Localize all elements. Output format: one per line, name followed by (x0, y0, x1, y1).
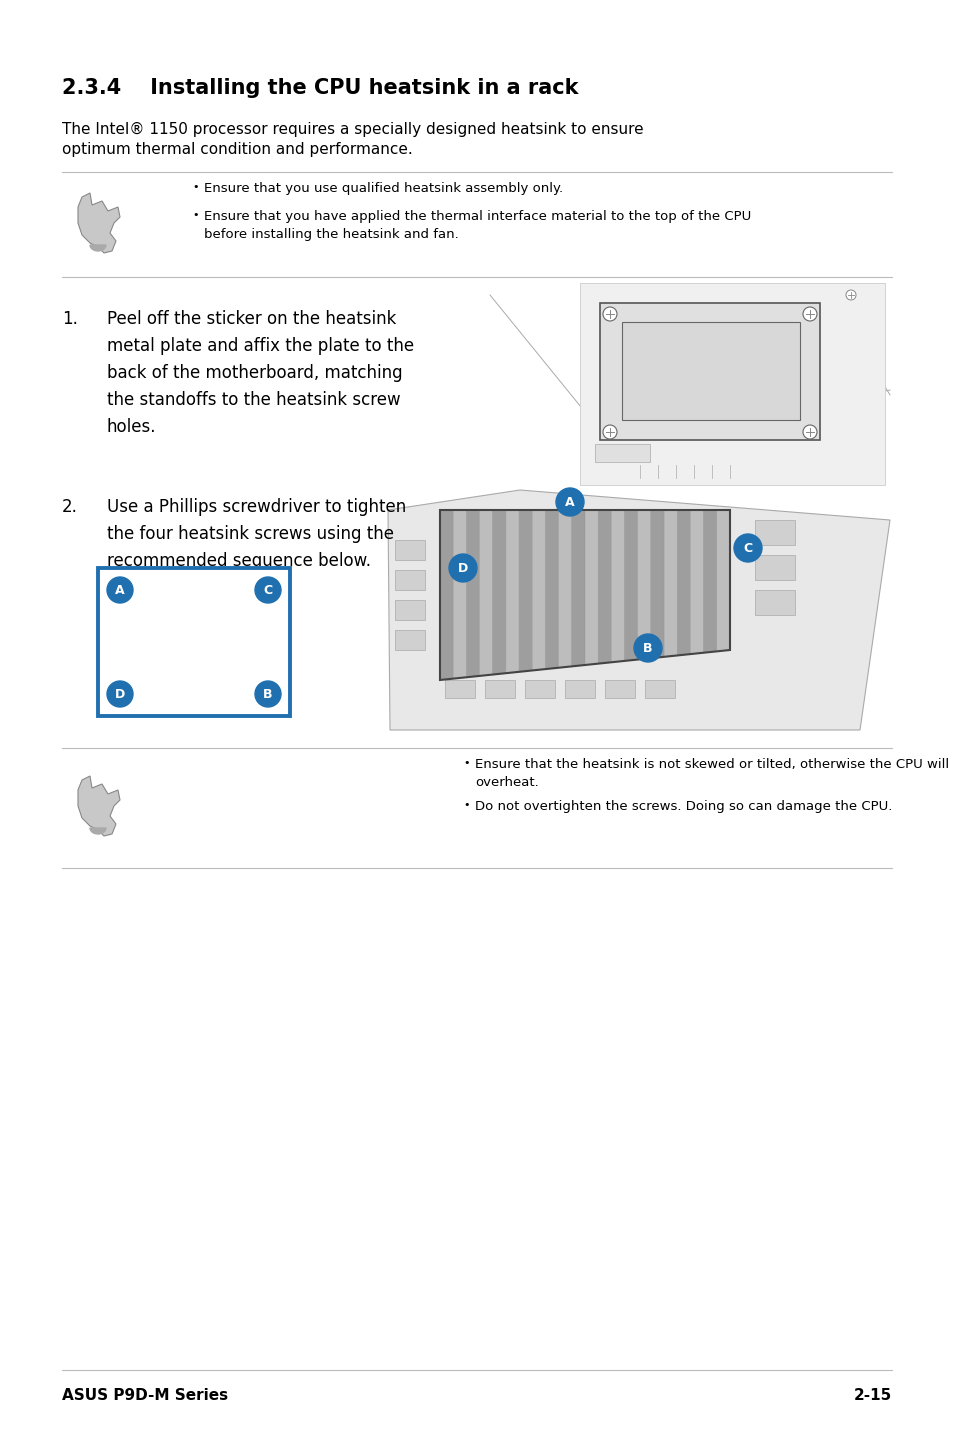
Polygon shape (90, 244, 106, 252)
Polygon shape (579, 283, 884, 485)
Text: Ensure that the heatsink is not skewed or tilted, otherwise the CPU will
overhea: Ensure that the heatsink is not skewed o… (475, 758, 948, 789)
Bar (484, 680, 515, 697)
Polygon shape (78, 777, 120, 835)
Text: D: D (457, 561, 468, 575)
Polygon shape (663, 510, 677, 657)
Polygon shape (532, 510, 545, 670)
Text: C: C (742, 542, 752, 555)
Polygon shape (703, 510, 716, 653)
Text: 2.3.4    Installing the CPU heatsink in a rack: 2.3.4 Installing the CPU heatsink in a r… (62, 78, 578, 98)
Polygon shape (505, 510, 518, 673)
Bar (754, 521, 794, 545)
Bar (444, 680, 475, 697)
Circle shape (254, 577, 281, 603)
Polygon shape (637, 510, 650, 660)
Bar (754, 590, 794, 615)
Text: A: A (115, 584, 125, 597)
Polygon shape (584, 510, 598, 664)
Text: C: C (263, 584, 273, 597)
Polygon shape (439, 510, 453, 680)
Polygon shape (388, 490, 889, 731)
Polygon shape (624, 510, 637, 661)
Polygon shape (558, 510, 571, 667)
Circle shape (602, 306, 617, 321)
Text: 1.: 1. (62, 311, 78, 328)
Polygon shape (571, 510, 584, 666)
Text: optimum thermal condition and performance.: optimum thermal condition and performanc… (62, 142, 413, 157)
Text: The Intel® 1150 processor requires a specially designed heatsink to ensure: The Intel® 1150 processor requires a spe… (62, 122, 643, 137)
Polygon shape (453, 510, 466, 679)
Polygon shape (677, 510, 690, 656)
Polygon shape (90, 828, 106, 834)
Circle shape (556, 487, 583, 516)
Bar (395, 569, 424, 590)
Bar (98, 568, 290, 716)
Text: D: D (114, 687, 125, 700)
Text: Do not overtighten the screws. Doing so can damage the CPU.: Do not overtighten the screws. Doing so … (475, 800, 891, 812)
Bar (395, 600, 424, 620)
Text: 2-15: 2-15 (853, 1388, 891, 1403)
Polygon shape (690, 510, 703, 654)
Bar (564, 680, 595, 697)
Polygon shape (650, 510, 663, 659)
Polygon shape (545, 510, 558, 669)
Bar (595, 444, 649, 462)
Circle shape (107, 577, 132, 603)
Text: ASUS P9D-M Series: ASUS P9D-M Series (62, 1388, 228, 1403)
Polygon shape (598, 510, 611, 663)
Circle shape (845, 290, 855, 301)
Circle shape (602, 426, 617, 439)
Text: •: • (462, 758, 469, 768)
Polygon shape (518, 510, 532, 672)
Text: B: B (642, 641, 652, 654)
Circle shape (802, 306, 816, 321)
Circle shape (254, 682, 281, 707)
Polygon shape (621, 322, 800, 420)
Text: Ensure that you use qualified heatsink assembly only.: Ensure that you use qualified heatsink a… (204, 183, 562, 196)
Bar (524, 680, 555, 697)
Polygon shape (611, 510, 624, 663)
Text: •: • (192, 210, 198, 220)
Polygon shape (78, 193, 120, 253)
Text: 2.: 2. (62, 498, 78, 516)
Circle shape (802, 426, 816, 439)
Polygon shape (466, 510, 479, 677)
Text: Peel off the sticker on the heatsink
metal plate and affix the plate to the
back: Peel off the sticker on the heatsink met… (107, 311, 414, 436)
Bar (644, 680, 675, 697)
Circle shape (107, 682, 132, 707)
Bar (754, 555, 794, 580)
Text: •: • (192, 183, 198, 193)
Text: Use a Phillips screwdriver to tighten
the four heatsink screws using the
recomme: Use a Phillips screwdriver to tighten th… (107, 498, 406, 571)
Polygon shape (479, 510, 492, 676)
Text: •: • (462, 800, 469, 810)
Circle shape (733, 533, 761, 562)
Text: A: A (564, 496, 575, 509)
Text: Ensure that you have applied the thermal interface material to the top of the CP: Ensure that you have applied the thermal… (204, 210, 750, 242)
Bar (395, 541, 424, 559)
Bar (604, 680, 635, 697)
Circle shape (449, 554, 476, 582)
Polygon shape (716, 510, 729, 651)
Text: B: B (263, 687, 273, 700)
Circle shape (634, 634, 661, 661)
Polygon shape (492, 510, 505, 674)
Bar (395, 630, 424, 650)
Polygon shape (599, 303, 820, 440)
